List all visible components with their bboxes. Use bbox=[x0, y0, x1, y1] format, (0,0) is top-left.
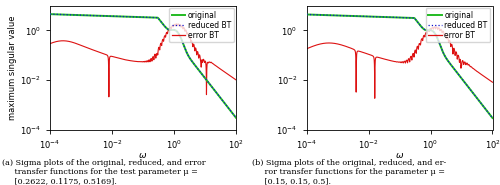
X-axis label: ω: ω bbox=[396, 151, 404, 160]
X-axis label: ω: ω bbox=[139, 151, 146, 160]
Y-axis label: maximum singular value: maximum singular value bbox=[8, 15, 17, 120]
Text: (a) Sigma plots of the original, reduced, and error
     transfer functions for : (a) Sigma plots of the original, reduced… bbox=[2, 159, 206, 185]
Text: (b) Sigma plots of the original, reduced, and er-
     ror transfer functions fo: (b) Sigma plots of the original, reduced… bbox=[252, 159, 447, 185]
Legend: original, reduced BT, error BT: original, reduced BT, error BT bbox=[169, 8, 234, 43]
Legend: original, reduced BT, error BT: original, reduced BT, error BT bbox=[426, 8, 490, 43]
